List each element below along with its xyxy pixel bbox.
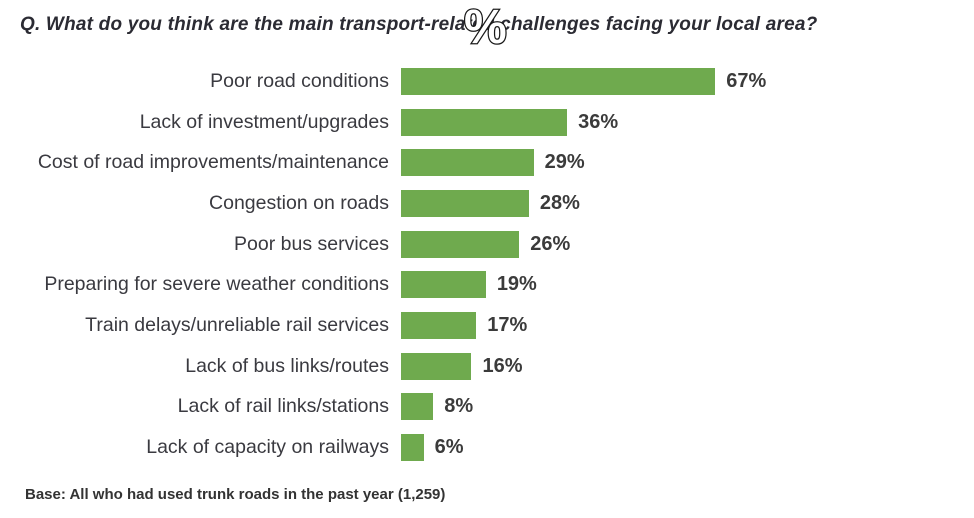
chart-title: Q. What do you think are the main transp… (20, 14, 818, 35)
bar (398, 146, 537, 180)
bar (398, 227, 523, 261)
chart-row: Train delays/unreliable rail services 17… (0, 305, 974, 346)
bar (398, 268, 489, 302)
chart-row: Cost of road improvements/maintenance 29… (0, 142, 974, 183)
chart-row: Lack of rail links/stations 8% (0, 387, 974, 428)
bar (398, 64, 719, 98)
category-label: Train delays/unreliable rail services (85, 313, 389, 336)
bar-zone: 16% (398, 349, 974, 383)
chart-row: Lack of capacity on railways 6% (0, 427, 974, 468)
bar (398, 105, 571, 139)
value-label: 6% (434, 436, 464, 459)
value-label: 26% (530, 232, 571, 255)
value-label: 28% (539, 191, 580, 214)
chart-row: Congestion on roads 28% (0, 183, 974, 224)
bar (398, 186, 532, 220)
value-label: 67% (726, 69, 767, 92)
chart-row: Poor road conditions 67% (0, 61, 974, 102)
percent-symbol-overlay: % (463, 1, 508, 54)
category-label: Poor road conditions (210, 69, 389, 92)
chart-row: Poor bus services 26% (0, 224, 974, 265)
chart-row: Lack of bus links/routes 16% (0, 346, 974, 387)
bar (398, 431, 427, 465)
bar-zone: 6% (398, 431, 974, 465)
value-label: 16% (482, 354, 523, 377)
value-label: 17% (487, 313, 528, 336)
category-label: Congestion on roads (209, 191, 389, 214)
category-label: Cost of road improvements/maintenance (37, 151, 389, 174)
category-label: Lack of bus links/routes (185, 354, 389, 377)
category-label: Lack of investment/upgrades (139, 110, 389, 133)
bar-zone: 36% (398, 105, 974, 139)
value-label: 19% (496, 273, 537, 296)
bar-zone: 26% (398, 227, 974, 261)
bar (398, 390, 437, 424)
category-label: Preparing for severe weather conditions (44, 273, 389, 296)
category-label: Poor bus services (234, 232, 389, 255)
category-label: Lack of rail links/stations (177, 395, 389, 418)
category-label: Lack of capacity on railways (146, 436, 389, 459)
value-label: 36% (578, 110, 619, 133)
value-label: 8% (444, 395, 474, 418)
bar (398, 308, 480, 342)
bar (398, 349, 475, 383)
bar-zone: 19% (398, 268, 974, 302)
bar-zone: 29% (398, 146, 974, 180)
bar-zone: 17% (398, 308, 974, 342)
value-label: 29% (544, 151, 585, 174)
base-note: Base: All who had used trunk roads in th… (25, 486, 446, 503)
bar-zone: 8% (398, 390, 974, 424)
bar-chart: Poor road conditions 67% Lack of investm… (0, 61, 974, 468)
chart-row: Preparing for severe weather conditions … (0, 264, 974, 305)
chart-row: Lack of investment/upgrades 36% (0, 102, 974, 143)
bar-zone: 28% (398, 186, 974, 220)
bar-zone: 67% (398, 64, 974, 98)
